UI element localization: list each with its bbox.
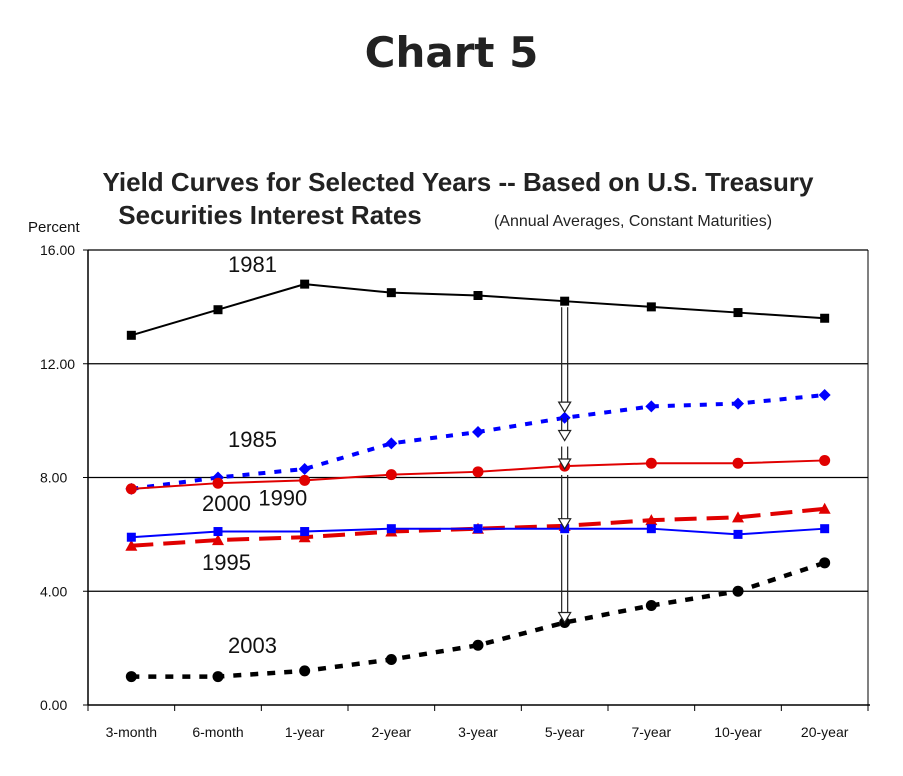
x-tick-label: 3-year xyxy=(458,724,498,740)
data-point-2003-3-month xyxy=(125,671,137,683)
data-point-1985-20-year xyxy=(818,389,831,402)
x-tick-label: 3-month xyxy=(106,724,157,740)
x-ticks: 3-month 6-month 1-year 2-year 3-year 5-year 7-… xyxy=(87,705,869,740)
series-label-1985: 1985 xyxy=(228,427,277,452)
y-ticks: 0.00 4.00 8.00 12.00 16.00 xyxy=(40,242,88,713)
series-label-1995: 1995 xyxy=(202,550,251,575)
data-point-1981-6-month xyxy=(213,305,223,315)
data-point-1990-1-year xyxy=(299,474,311,486)
data-point-1981-3-month xyxy=(126,330,136,340)
data-point-1981-2-year xyxy=(386,288,396,298)
data-point-1990-6-month xyxy=(212,477,224,489)
series-labels: 1981 1985 1990 1995 2000 2003 xyxy=(202,252,307,658)
x-tick-label: 2-year xyxy=(371,724,411,740)
data-point-1995-6-month xyxy=(212,534,224,546)
data-point-1990-2-year xyxy=(385,469,397,481)
arrow-head xyxy=(557,458,572,471)
x-tick-label: 10-year xyxy=(714,724,762,740)
data-point-1990-3-month xyxy=(125,483,137,495)
data-point-1981-7-year xyxy=(646,302,656,312)
data-point-1995-7-year xyxy=(645,514,658,526)
chart-title-line2: Securities Interest Rates xyxy=(118,200,421,230)
chart-subtitle: (Annual Averages, Constant Maturities) xyxy=(494,213,772,230)
arrow-head xyxy=(557,611,572,624)
page-heading: Chart 5 xyxy=(364,28,539,77)
x-tick-label: 7-year xyxy=(631,724,671,740)
data-point-2003-1-year xyxy=(299,665,311,677)
data-point-1985-2-year xyxy=(385,437,398,450)
data-point-1990-3-year xyxy=(472,466,484,478)
x-tick-label: 5-year xyxy=(545,724,585,740)
data-point-1981-3-year xyxy=(473,291,483,300)
data-point-2003-7-year xyxy=(645,599,657,611)
series-label-2000: 2000 xyxy=(202,491,251,516)
data-point-2000-20-year xyxy=(820,524,830,534)
data-point-1981-10-year xyxy=(733,308,743,318)
series-label-1990: 1990 xyxy=(258,486,307,511)
data-point-2003-10-year xyxy=(732,585,744,597)
y-tick-label: 8.00 xyxy=(40,470,67,486)
data-point-1981-20-year xyxy=(820,313,830,323)
y-tick-label: 16.00 xyxy=(40,242,75,258)
data-point-1990-10-year xyxy=(732,457,744,469)
series-line-1995 xyxy=(131,506,825,548)
arrow-head xyxy=(557,401,572,414)
data-point-2000-2-year xyxy=(386,524,396,534)
data-point-1985-1-year xyxy=(298,462,311,475)
data-point-1995-3-month xyxy=(125,539,138,551)
y-tick-label: 0.00 xyxy=(40,697,67,713)
data-point-1990-7-year xyxy=(645,457,657,469)
data-point-1995-1-year xyxy=(298,531,311,543)
series-label-1981: 1981 xyxy=(228,252,277,277)
arrow-head xyxy=(557,518,572,530)
data-point-2000-3-year xyxy=(473,524,483,534)
data-point-2000-6-month xyxy=(213,527,223,537)
data-point-1985-10-year xyxy=(732,397,744,410)
data-point-1985-3-year xyxy=(472,426,484,438)
series-lines xyxy=(131,283,826,679)
data-point-1981-5-year xyxy=(560,296,570,306)
data-point-1995-20-year xyxy=(818,502,831,514)
series-label-2003: 2003 xyxy=(228,633,277,658)
data-point-1985-7-year xyxy=(645,400,658,413)
data-point-2003-2-year xyxy=(385,654,397,665)
data-point-2000-1-year xyxy=(300,527,310,537)
arrow-head xyxy=(557,429,572,442)
data-point-1990-20-year xyxy=(819,454,831,466)
data-point-1995-10-year xyxy=(732,511,744,523)
series-line-2003 xyxy=(131,560,826,679)
data-point-2003-20-year xyxy=(819,557,831,569)
data-point-1985-5-year xyxy=(558,411,571,424)
x-tick-label: 20-year xyxy=(801,724,849,740)
y-tick-label: 4.00 xyxy=(40,583,67,599)
chart-title-line1: Yield Curves for Selected Years -- Based… xyxy=(103,167,815,197)
y-tick-label: 12.00 xyxy=(40,356,75,372)
x-tick-label: 6-month xyxy=(192,724,243,740)
data-point-2000-10-year xyxy=(733,529,743,539)
data-point-2003-3-year xyxy=(472,639,484,651)
data-point-2000-3-month xyxy=(126,532,136,542)
data-point-1981-1-year xyxy=(300,279,310,289)
x-tick-label: 1-year xyxy=(285,724,325,740)
data-point-2000-7-year xyxy=(646,524,656,534)
data-point-2003-6-month xyxy=(212,671,224,683)
series-markers xyxy=(125,279,831,683)
y-axis-label: Percent xyxy=(28,219,81,236)
annotation-arrow xyxy=(557,307,572,624)
